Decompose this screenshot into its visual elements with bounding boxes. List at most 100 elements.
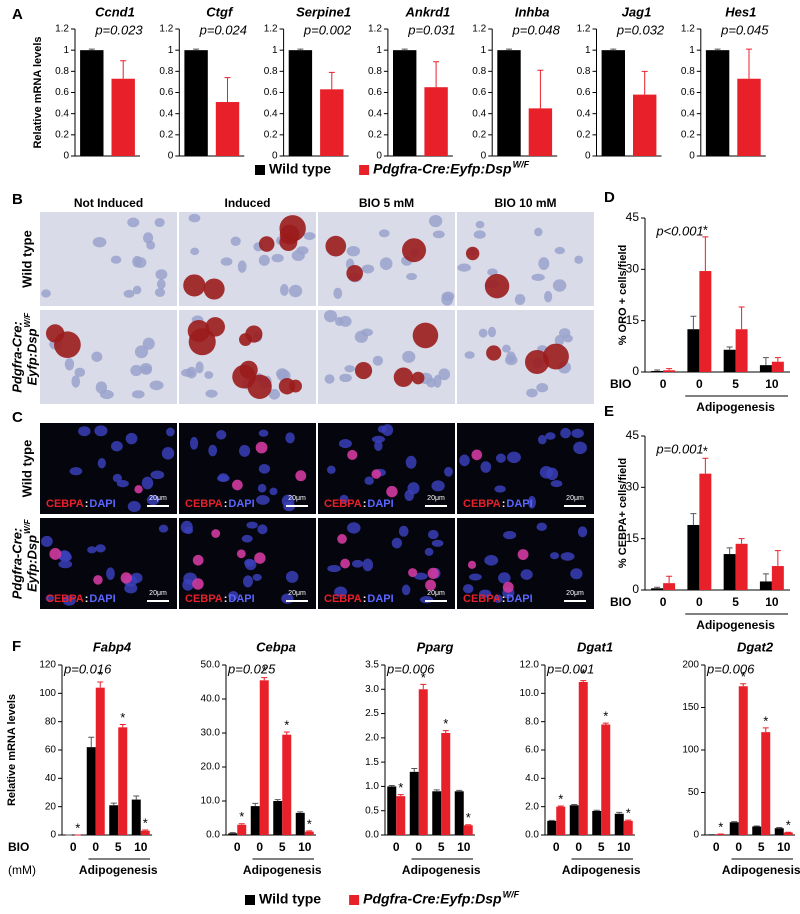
y-tick-label: 0.6 xyxy=(681,87,695,98)
nucleus xyxy=(335,316,344,327)
nucleus xyxy=(246,521,258,529)
nucleus xyxy=(217,474,230,482)
nucleus xyxy=(391,537,403,549)
y-tick-label: 0.2 xyxy=(55,129,69,140)
lipid-droplet xyxy=(279,215,306,242)
stain-label: CEBPA xyxy=(46,498,84,510)
chart-title: Dgat2 xyxy=(737,639,774,654)
bar xyxy=(111,78,135,156)
micrograph xyxy=(318,518,455,609)
significance-mark: * xyxy=(239,809,244,824)
y-tick-label: 1 xyxy=(689,45,695,56)
nucleus xyxy=(431,480,445,492)
error-bar xyxy=(261,677,268,681)
error-bar xyxy=(762,727,769,733)
bar xyxy=(259,680,269,835)
legend-swatch xyxy=(255,165,265,175)
panel-label: B xyxy=(12,191,23,208)
nucleus xyxy=(252,573,262,581)
bar xyxy=(759,365,772,372)
micrograph xyxy=(179,423,316,514)
y-tick-label: 0.6 xyxy=(159,87,173,98)
error-bar xyxy=(506,48,512,51)
cebpa-nucleus xyxy=(232,479,243,491)
nucleus xyxy=(554,335,565,346)
nucleus xyxy=(444,466,453,477)
nucleus xyxy=(280,284,289,296)
nucleus xyxy=(154,287,166,297)
bar xyxy=(623,820,633,835)
y-tick-label: 0 xyxy=(632,582,639,596)
nucleus xyxy=(257,483,267,493)
chart-title: Ccnd1 xyxy=(95,4,135,19)
bar xyxy=(424,87,448,156)
y-tick-label: 20.0 xyxy=(201,762,221,773)
y-tick-label: 12.0 xyxy=(520,660,540,671)
y-tick-label: 0.4 xyxy=(681,108,695,119)
error-bar xyxy=(193,48,200,51)
y-tick-label: 1 xyxy=(376,45,382,56)
lipid-droplet xyxy=(45,324,65,343)
lipid-droplet xyxy=(187,319,210,343)
error-bar xyxy=(297,48,304,51)
nucleus xyxy=(475,220,485,229)
chart-title: Hes1 xyxy=(725,4,756,19)
significance-mark: * xyxy=(741,669,746,684)
chart-title: Inhba xyxy=(515,4,550,19)
nucleus xyxy=(220,257,233,266)
nucleus xyxy=(256,495,270,505)
error-bar xyxy=(88,736,95,748)
y-tick-label: 0.8 xyxy=(55,66,69,77)
y-tick-label: 0.5 xyxy=(365,805,379,816)
y-tick-label: 0.8 xyxy=(472,66,486,77)
error-bar xyxy=(641,70,648,95)
p-value: p=0.002 xyxy=(303,22,352,37)
nucleus xyxy=(503,530,517,540)
nucleus xyxy=(550,480,563,488)
legend-swatch xyxy=(359,165,370,175)
micrograph-background xyxy=(457,423,594,514)
bar xyxy=(569,805,579,835)
nucleus xyxy=(362,558,374,572)
y-tick-label: 100 xyxy=(682,745,699,756)
bar xyxy=(250,806,260,835)
bar xyxy=(497,50,521,156)
y-tick-label: 0 xyxy=(585,151,591,162)
error-bar xyxy=(625,819,632,821)
nucleus xyxy=(560,427,571,439)
row-label: Eyfp:Dsp xyxy=(24,328,39,385)
p-value: p=0.001 xyxy=(546,661,594,676)
nucleus xyxy=(427,529,439,540)
bar xyxy=(687,329,700,372)
bar xyxy=(759,581,772,590)
nucleus xyxy=(573,441,587,455)
nucleus xyxy=(158,524,169,533)
nucleus xyxy=(377,425,387,433)
nucleus xyxy=(344,365,355,373)
y-tick-label: 120 xyxy=(39,660,56,671)
nucleus xyxy=(195,361,204,374)
nucleus xyxy=(502,344,511,353)
p-value: p=0.001 xyxy=(655,441,703,456)
x-tick-label: 0 xyxy=(234,840,241,854)
x-tick-label: 0 xyxy=(553,840,560,854)
nucleus xyxy=(378,229,390,238)
group-label: Adipogenesis xyxy=(722,863,800,877)
y-tick-label: 60 xyxy=(45,745,57,756)
nucleus xyxy=(324,374,335,384)
x-tick-label: 0 xyxy=(393,840,400,854)
x-tick-label: 0 xyxy=(256,840,263,854)
bar xyxy=(601,50,625,156)
x-tick-label: 5 xyxy=(758,840,765,854)
x-tick-label: 0 xyxy=(660,595,667,609)
micrograph xyxy=(40,423,177,514)
stain-separator: : xyxy=(85,593,89,605)
x-tick-label: 0 xyxy=(92,840,99,854)
y-tick-label: 2.0 xyxy=(365,732,379,743)
bar xyxy=(396,796,406,835)
micrograph xyxy=(457,212,594,306)
lipid-droplet xyxy=(486,345,502,361)
significance-mark: * xyxy=(718,819,723,834)
chart-title: Serpine1 xyxy=(296,4,351,19)
